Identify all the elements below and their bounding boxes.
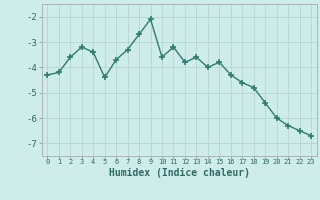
X-axis label: Humidex (Indice chaleur): Humidex (Indice chaleur): [109, 168, 250, 178]
